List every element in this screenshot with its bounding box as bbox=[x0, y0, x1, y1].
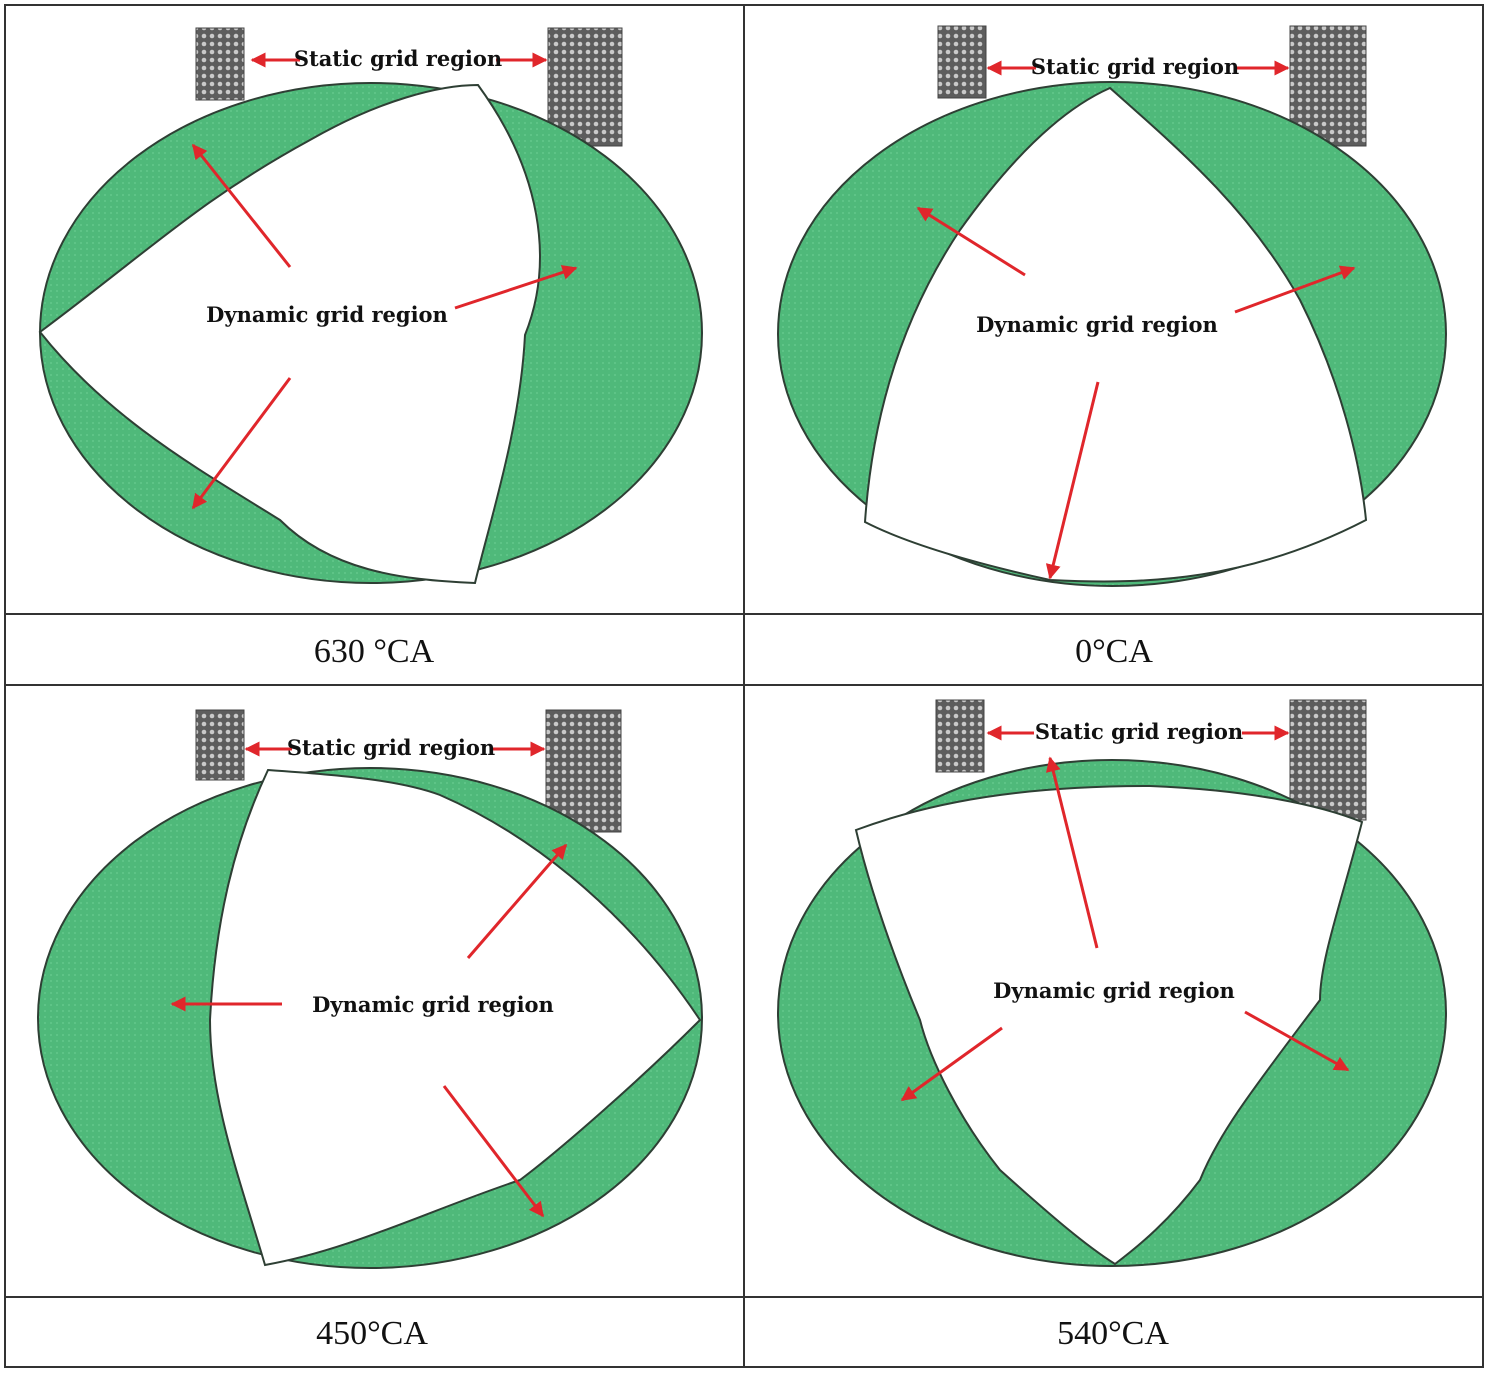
panel-caption-0: 0°CA bbox=[1075, 633, 1153, 670]
dynamic-region-arrows bbox=[170, 843, 568, 1218]
static-port-left bbox=[937, 25, 987, 99]
rotor-chamber bbox=[863, 86, 1368, 583]
rotor-chamber bbox=[854, 784, 1364, 1266]
panel-0: Static grid region Dynamic grid region bbox=[777, 25, 1447, 587]
table-borders bbox=[4, 4, 1484, 1368]
static-region-label: Static grid region bbox=[287, 735, 495, 760]
dynamic-region-label: Dynamic grid region bbox=[206, 302, 448, 327]
static-port-left bbox=[195, 709, 245, 781]
dynamic-region-arrows bbox=[916, 206, 1356, 580]
dynamic-region-label: Dynamic grid region bbox=[993, 978, 1235, 1003]
static-port-right bbox=[547, 27, 623, 147]
panel-caption-540: 540°CA bbox=[1057, 1315, 1169, 1352]
dynamic-region-label: Dynamic grid region bbox=[976, 312, 1218, 337]
panel-450: Static grid region Dynamic grid region bbox=[37, 709, 703, 1269]
rotor-chamber bbox=[38, 83, 541, 585]
static-port-left bbox=[935, 699, 985, 773]
static-region-label: Static grid region bbox=[294, 46, 502, 71]
rotor-chamber bbox=[208, 768, 702, 1267]
panel-caption-630: 630 °CA bbox=[314, 633, 435, 670]
dynamic-region-label: Dynamic grid region bbox=[312, 992, 554, 1017]
static-port-right bbox=[1289, 699, 1367, 821]
static-region-label: Static grid region bbox=[1031, 54, 1239, 79]
panel-540: Static grid region Dynamic grid region bbox=[777, 699, 1447, 1267]
dynamic-region-arrows bbox=[900, 756, 1350, 1102]
static-port-left bbox=[195, 27, 245, 101]
dynamic-region-arrows bbox=[191, 143, 578, 510]
panel-630: Static grid region Dynamic grid region bbox=[38, 27, 703, 585]
static-region-label: Static grid region bbox=[1035, 719, 1243, 744]
panel-caption-450: 450°CA bbox=[316, 1315, 428, 1352]
